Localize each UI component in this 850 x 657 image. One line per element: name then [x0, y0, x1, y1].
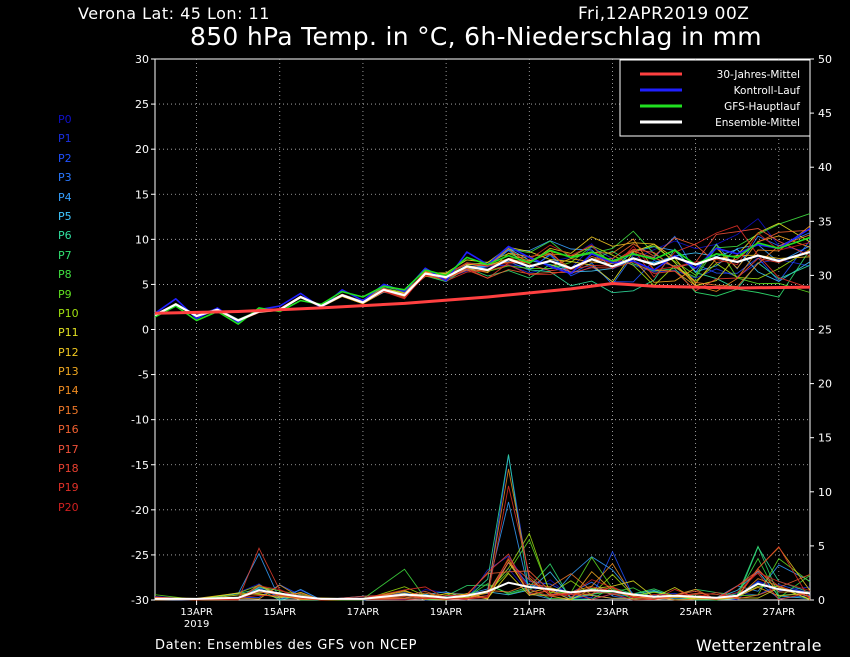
- member-label-p7: P7: [58, 248, 72, 262]
- y-left-tick-label: 20: [135, 143, 149, 156]
- member-label-p12: P12: [58, 345, 79, 359]
- x-tick-label: 19APR: [430, 607, 463, 618]
- member-label-p8: P8: [58, 268, 72, 282]
- y-right-tick-label: 10: [818, 486, 832, 499]
- x-year-label: 2019: [184, 619, 209, 630]
- gfs-main-run-line: [154, 236, 811, 325]
- control-run-line: [154, 227, 811, 324]
- member-trace-p17: [154, 228, 811, 322]
- y-right-tick-label: 35: [818, 215, 832, 228]
- member-label-p17: P17: [58, 442, 79, 456]
- member-label-p3: P3: [58, 171, 72, 185]
- member-label-p0: P0: [58, 113, 72, 126]
- data-source: Daten: Ensembles des GFS von NCEP: [155, 638, 418, 653]
- x-tick-label: 13APR: [180, 607, 213, 618]
- y-right-tick-label: 25: [818, 324, 832, 337]
- member-label-p9: P9: [58, 287, 72, 301]
- member-label-p1: P1: [58, 132, 72, 146]
- member-label-p11: P11: [58, 326, 79, 340]
- legend-label: Ensemble-Mittel: [715, 117, 800, 129]
- y-right-tick-label: 15: [818, 432, 832, 445]
- member-label-p4: P4: [58, 190, 72, 204]
- member-label-p10: P10: [58, 306, 79, 320]
- member-label-p15: P15: [58, 403, 79, 417]
- y-right-tick-label: 40: [818, 161, 832, 174]
- member-precip-p20: [154, 556, 811, 601]
- member-trace-p12: [154, 236, 811, 322]
- member-trace-p13: [154, 235, 811, 322]
- y-left-tick-label: -20: [131, 504, 149, 517]
- ensemble-member-list: P0 P1 P2 P3 P4 P5 P6 P7 P8 P9 P10 P11 P12 P13 P14 P15 P1…: [58, 110, 79, 517]
- y-right-tick-label: 20: [818, 378, 832, 391]
- y-left-tick-label: -25: [131, 549, 149, 562]
- legend-label: GFS-Hauptlauf: [724, 101, 800, 113]
- member-label-p13: P13: [58, 365, 79, 379]
- y-left-tick-label: 25: [135, 98, 149, 111]
- member-label-p2: P2: [58, 151, 72, 165]
- y-left-tick-label: 10: [135, 233, 149, 246]
- y-left-tick-label: -10: [131, 414, 149, 427]
- y-right-tick-label: 30: [818, 269, 832, 282]
- precip-ensemble-mean-line: [155, 581, 811, 600]
- x-tick-label: 27APR: [763, 607, 796, 618]
- chart-title: 850 hPa Temp. in °C, 6h-Niederschlag in …: [190, 22, 762, 51]
- y-left-tick-label: -15: [131, 459, 149, 472]
- member-label-p5: P5: [58, 209, 72, 223]
- station-info: Verona Lat: 45 Lon: 11: [78, 4, 270, 23]
- member-label-p16: P16: [58, 423, 79, 437]
- y-left-tick-label: 5: [142, 278, 149, 291]
- member-label-p6: P6: [58, 229, 72, 243]
- member-trace-p19: [154, 225, 811, 321]
- run-datetime: Fri,12APR2019 00Z: [578, 4, 750, 24]
- y-right-tick-label: 45: [818, 107, 832, 120]
- member-precip-p15: [154, 568, 810, 601]
- y-left-tick-label: 0: [142, 324, 149, 337]
- member-label-p14: P14: [58, 384, 79, 398]
- climatology-line: [154, 282, 811, 315]
- legend-label: 30-Jahres-Mittel: [717, 69, 800, 81]
- x-tick-label: 21APR: [513, 607, 546, 618]
- x-tick-label: 15APR: [263, 607, 296, 618]
- member-precip-p19: [154, 485, 811, 601]
- y-left-tick-label: -30: [131, 594, 149, 607]
- brand-name: Wetterzentrale: [696, 636, 823, 655]
- x-tick-label: 23APR: [596, 607, 629, 618]
- member-label-p19: P19: [58, 481, 79, 495]
- y-left-tick-label: 15: [135, 188, 149, 201]
- member-label-p20: P20: [58, 500, 79, 514]
- member-precip-p14: [154, 468, 811, 601]
- legend-label: Kontroll-Lauf: [734, 85, 801, 97]
- y-right-tick-label: 0: [818, 594, 825, 607]
- y-left-tick-label: 30: [135, 53, 149, 66]
- y-right-tick-label: 50: [818, 53, 832, 66]
- x-tick-label: 17APR: [347, 607, 380, 618]
- member-label-p18: P18: [58, 462, 79, 476]
- x-tick-label: 25APR: [679, 607, 712, 618]
- y-right-tick-label: 5: [818, 540, 825, 553]
- y-left-tick-label: -5: [138, 369, 149, 382]
